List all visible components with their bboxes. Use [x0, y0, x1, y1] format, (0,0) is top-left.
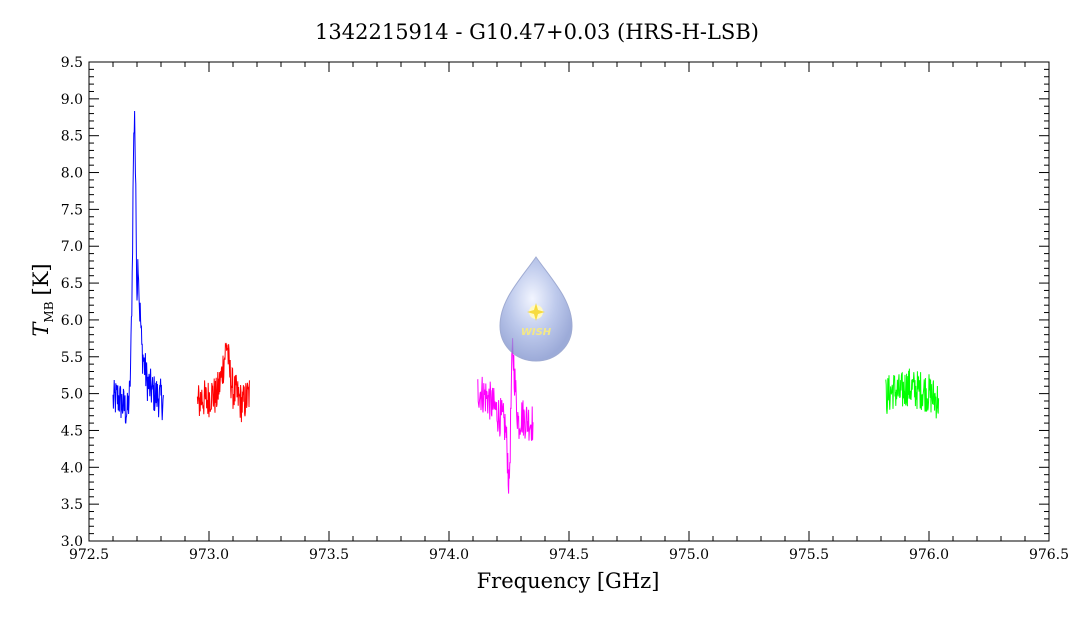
axis-ticks: [88, 61, 1050, 542]
star-icon: [527, 303, 545, 321]
y-tick-label: 9.0: [61, 92, 83, 108]
y-tick-labels: 3.0 3.5 4.0 4.5 5.0 5.5 6.0 6.5 7.0 7.5 8.0 8.5 9.0 9…: [61, 55, 83, 550]
x-tick-label: 975.5: [789, 547, 829, 563]
spectrum-series-3: [477, 338, 534, 494]
wish-watermark: WISH: [499, 256, 573, 362]
x-tick-label: 976.5: [1029, 547, 1069, 563]
y-axis-label-unit: [K]: [29, 263, 53, 295]
y-tick-label: 4.5: [61, 423, 83, 439]
x-tick-label: 974.0: [429, 547, 469, 563]
y-tick-label: 7.5: [61, 202, 83, 218]
y-tick-label: 6.0: [61, 313, 83, 329]
y-tick-label: 6.5: [61, 276, 83, 292]
x-axis-label: Frequency [GHz]: [477, 569, 660, 593]
y-tick-label: 4.0: [61, 460, 83, 476]
plot-border: [88, 61, 1050, 542]
x-tick-label: 973.0: [189, 547, 229, 563]
x-tick-label: 972.5: [69, 547, 109, 563]
y-tick-label: 8.5: [61, 129, 83, 145]
x-tick-label: 975.0: [669, 547, 709, 563]
chart-title: 1342215914 - G10.47+0.03 (HRS-H-LSB): [315, 20, 759, 44]
y-tick-label: 8.0: [61, 166, 83, 182]
x-tick-labels: 972.5 973.0 973.5 974.0 974.5 975.0 975.5 976.0…: [69, 547, 1069, 563]
x-tick-label: 974.5: [549, 547, 589, 563]
y-axis-label-sub: MB: [42, 301, 56, 322]
y-tick-label: 3.0: [61, 534, 83, 550]
y-tick-label: 5.0: [61, 387, 83, 403]
spectrum-series-4: [885, 368, 940, 419]
spectrum-series-1: [112, 110, 164, 424]
y-tick-label: 7.0: [61, 239, 83, 255]
y-tick-label: 3.5: [61, 497, 83, 513]
y-tick-label: 5.5: [61, 350, 83, 366]
x-tick-label: 973.5: [309, 547, 349, 563]
svg-text:TMB[K]: TMB [K]: [29, 263, 56, 336]
series-layer: [112, 110, 940, 494]
spectrum-series-2: [196, 342, 251, 423]
plot-area: [88, 61, 1050, 542]
y-axis-label-main: T: [29, 321, 53, 337]
y-axis-label: TMB [K]: [29, 263, 56, 336]
y-tick-label: 9.5: [61, 55, 83, 71]
watermark-text: WISH: [521, 327, 552, 338]
x-tick-label: 976.0: [909, 547, 949, 563]
